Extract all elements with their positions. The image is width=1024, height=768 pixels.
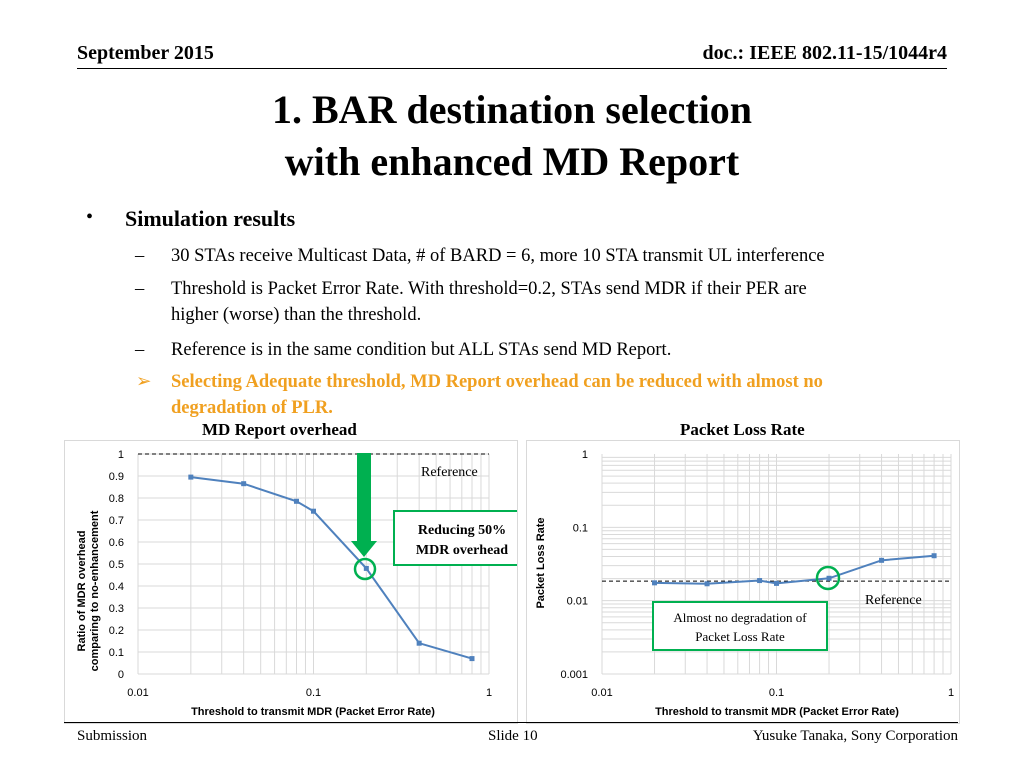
right-x-axis-label: Threshold to transmit MDR (Packet Error … bbox=[655, 706, 899, 718]
header-date: September 2015 bbox=[77, 42, 214, 64]
bullet-marker: • bbox=[86, 206, 94, 228]
footer-submission: Submission bbox=[77, 728, 148, 744]
header-doc-id: doc.: IEEE 802.11-15/1044r4 bbox=[702, 42, 947, 64]
y-tick-label: 0.1 bbox=[109, 647, 124, 659]
y-tick-label: 0.4 bbox=[109, 581, 124, 593]
x-tick-label: 0.01 bbox=[127, 687, 148, 699]
dash-marker-2: – bbox=[135, 279, 145, 299]
right-callout-line-1: Almost no degradation of bbox=[673, 610, 807, 625]
header-divider bbox=[77, 68, 947, 69]
left-highlight-circle bbox=[353, 557, 377, 581]
title-line-1: 1. BAR destination selection bbox=[272, 87, 752, 132]
md-report-overhead-chart: 0 0.1 0.2 0.3 0.4 0.5 0.6 0.7 0.8 0.9 1 0.01 0.1 1 Re… bbox=[76, 449, 532, 718]
data-point bbox=[188, 474, 194, 480]
right-callout-line-2: Packet Loss Rate bbox=[695, 629, 785, 644]
y-tick-label: 0.6 bbox=[109, 537, 124, 549]
data-point bbox=[311, 508, 316, 514]
highlight-line-2: degradation of PLR. bbox=[171, 398, 333, 418]
y-tick-label: 0.2 bbox=[109, 625, 124, 637]
data-point bbox=[652, 580, 658, 586]
left-series-line bbox=[190, 476, 473, 660]
data-point bbox=[774, 580, 779, 586]
data-point bbox=[416, 640, 422, 646]
y-tick-label: 0 bbox=[118, 669, 124, 681]
sub-bullet-3: Reference is in the same condition but A… bbox=[171, 340, 672, 360]
right-reference-label: Reference bbox=[865, 593, 922, 608]
x-tick-label: 0.1 bbox=[306, 687, 321, 699]
y-tick-label: 0.5 bbox=[109, 559, 124, 571]
bullet-main: Simulation results bbox=[125, 206, 296, 231]
footer-slide-number: Slide 10 bbox=[488, 728, 538, 744]
footer-divider bbox=[64, 722, 958, 723]
data-point bbox=[241, 481, 247, 487]
right-chart-title: Packet Loss Rate bbox=[680, 420, 805, 439]
highlight-line-1: Selecting Adequate threshold, MD Report … bbox=[171, 372, 823, 392]
dash-marker-1: – bbox=[135, 246, 145, 266]
y-tick-label: 0.7 bbox=[109, 515, 124, 527]
left-chart-title: MD Report overhead bbox=[202, 420, 357, 439]
left-chart-frame: 0 0.1 0.2 0.3 0.4 0.5 0.6 0.7 0.8 0.9 1 0.01 0.1 1 Re… bbox=[64, 440, 532, 724]
x-tick-label: 0.01 bbox=[591, 687, 612, 699]
green-arrow-icon bbox=[351, 453, 377, 557]
data-point bbox=[931, 553, 937, 559]
right-y-axis-label: Packet Loss Rate bbox=[535, 517, 547, 608]
y-tick-label: 0.9 bbox=[109, 471, 124, 483]
data-point bbox=[826, 575, 832, 581]
footer-author: Yusuke Tanaka, Sony Corporation bbox=[752, 728, 958, 744]
x-tick-label: 1 bbox=[486, 687, 492, 699]
left-y-axis-label-1: Ratio of MDR overhead bbox=[76, 530, 88, 651]
slide-title: 1. BAR destination selection with enhanc… bbox=[0, 84, 1024, 188]
x-tick-label: 0.1 bbox=[769, 687, 784, 699]
data-point bbox=[469, 656, 475, 662]
data-point bbox=[757, 578, 763, 584]
y-tick-label: 0.3 bbox=[109, 603, 124, 615]
y-tick-label: 0.01 bbox=[567, 596, 588, 608]
y-tick-label: 0.001 bbox=[560, 669, 588, 681]
right-chart-frame: 0.001 0.01 0.1 1 0.01 0.1 1 Reference Almost n… bbox=[526, 440, 960, 724]
data-point bbox=[704, 581, 710, 587]
y-tick-label: 0.8 bbox=[109, 493, 124, 505]
highlight-bullet: Selecting Adequate threshold, MD Report … bbox=[171, 369, 823, 421]
title-line-2: with enhanced MD Report bbox=[284, 139, 740, 184]
y-tick-label: 1 bbox=[118, 449, 124, 461]
data-point bbox=[293, 498, 299, 504]
left-y-axis-label-2: comparing to no-enhancement bbox=[89, 510, 101, 671]
left-callout-line-1: Reducing 50% bbox=[418, 523, 506, 538]
dash-marker-3: – bbox=[135, 340, 145, 360]
left-callout-line-2: MDR overhead bbox=[416, 543, 508, 558]
sub-bullet-2: Threshold is Packet Error Rate. With thr… bbox=[171, 276, 807, 328]
sub-bullet-2-line-1: Threshold is Packet Error Rate. With thr… bbox=[171, 279, 807, 299]
arrow-marker: ➢ bbox=[136, 372, 152, 392]
left-x-axis-label: Threshold to transmit MDR (Packet Error … bbox=[191, 706, 435, 718]
data-point bbox=[879, 557, 885, 563]
y-tick-label: 1 bbox=[582, 449, 588, 461]
data-point bbox=[363, 565, 369, 571]
left-reference-label: Reference bbox=[421, 465, 478, 480]
right-series-line bbox=[654, 554, 935, 585]
sub-bullet-2-line-2: higher (worse) than the threshold. bbox=[171, 305, 422, 325]
right-callout-box bbox=[652, 601, 828, 651]
y-tick-label: 0.1 bbox=[573, 522, 588, 534]
x-tick-label: 1 bbox=[948, 687, 954, 699]
right-highlight-circle bbox=[815, 565, 841, 591]
sub-bullet-1: 30 STAs receive Multicast Data, # of BAR… bbox=[171, 246, 825, 266]
